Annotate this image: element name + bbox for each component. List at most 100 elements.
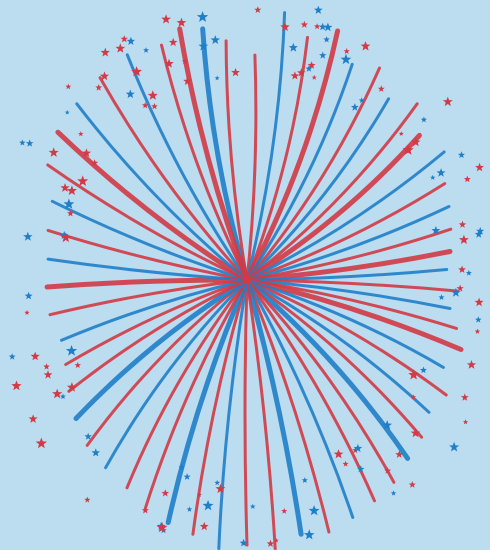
star-icon: [438, 294, 445, 300]
star-icon: [24, 291, 33, 300]
star-icon: [314, 23, 321, 30]
firework-streak: [191, 278, 249, 536]
star-icon: [19, 139, 26, 146]
star-icon: [281, 507, 288, 514]
star-icon: [308, 505, 320, 516]
firework-streak: [245, 66, 381, 282]
star-icon: [23, 231, 33, 241]
firework-streak: [245, 278, 431, 414]
star-icon: [186, 506, 193, 512]
star-icon: [449, 441, 460, 452]
star-icon: [474, 297, 484, 307]
star-icon: [91, 448, 100, 457]
star-icon: [64, 109, 70, 115]
star-icon: [273, 538, 279, 543]
firework-streak: [125, 53, 249, 282]
star-icon: [198, 41, 209, 51]
star-icon: [408, 369, 419, 380]
star-icon: [458, 220, 467, 228]
star-icon: [382, 420, 393, 430]
star-icon: [462, 419, 469, 425]
star-icon: [290, 71, 300, 80]
star-icon: [411, 137, 421, 147]
star-icon: [60, 230, 69, 239]
star-icon: [78, 131, 84, 137]
star-icon: [463, 175, 471, 183]
star-icon: [475, 162, 484, 172]
star-icon: [314, 5, 323, 14]
star-icon: [63, 198, 75, 209]
firework-streak: [143, 278, 249, 510]
star-icon: [168, 37, 178, 47]
firework-streak: [245, 97, 391, 282]
firework-streak: [245, 205, 451, 282]
star-icon: [420, 116, 427, 123]
star-icon: [342, 460, 349, 467]
star-icon: [398, 131, 404, 136]
firework-streak: [245, 278, 448, 397]
firework-streak: [245, 150, 446, 282]
star-icon: [231, 67, 240, 77]
star-icon: [43, 370, 53, 379]
firework-streak: [46, 163, 249, 282]
star-icon: [350, 103, 359, 111]
star-icon: [24, 310, 30, 315]
star-icon: [239, 538, 248, 547]
star-icon: [25, 139, 34, 147]
firework-streak: [217, 278, 249, 550]
star-icon: [82, 148, 91, 157]
star-icon: [141, 506, 149, 514]
star-icon: [48, 147, 59, 157]
firework-streak: [224, 39, 249, 282]
star-icon: [30, 351, 40, 361]
star-icon: [156, 522, 168, 533]
star-icon: [60, 232, 71, 243]
star-icon: [280, 22, 290, 31]
star-icon: [126, 36, 136, 45]
firework-streak: [244, 132, 422, 283]
star-icon: [352, 447, 359, 454]
star-icon: [143, 47, 149, 53]
star-icon: [304, 529, 315, 540]
firework-streak: [245, 278, 452, 310]
firework-streak: [245, 278, 331, 534]
star-icon: [474, 230, 483, 238]
star-icon: [377, 85, 385, 92]
star-icon: [340, 53, 352, 65]
firework-streak: [46, 257, 249, 282]
star-icon: [164, 58, 174, 68]
firework-streak: [48, 278, 249, 317]
star-icon: [115, 43, 126, 53]
star-icon: [196, 11, 209, 22]
star-icon: [333, 449, 344, 459]
star-icon: [323, 22, 333, 32]
star-icon: [456, 284, 464, 292]
star-icon: [196, 492, 202, 497]
star-icon: [475, 316, 482, 323]
star-icon: [357, 465, 365, 473]
star-icon: [353, 443, 363, 453]
star-icon: [323, 36, 330, 43]
firework-streak: [67, 278, 249, 393]
star-icon: [52, 388, 63, 399]
star-icon: [343, 48, 350, 54]
star-icon: [28, 414, 38, 423]
star-icon: [65, 345, 78, 356]
firework-streak: [50, 199, 249, 282]
star-icon: [66, 185, 77, 196]
star-icon: [125, 89, 135, 98]
firework-streak: [85, 278, 249, 447]
star-icon: [210, 35, 220, 44]
star-icon: [215, 483, 226, 494]
star-icon: [319, 51, 327, 59]
star-icon: [460, 393, 469, 401]
star-icon: [161, 489, 170, 497]
firework-streak: [125, 278, 249, 490]
star-icon: [474, 328, 481, 334]
star-sparkles: [8, 5, 485, 547]
star-icon: [311, 74, 317, 80]
star-icon: [408, 481, 416, 488]
star-icon: [300, 20, 308, 28]
firework-streak: [160, 43, 249, 282]
firework-streak: [46, 228, 249, 282]
